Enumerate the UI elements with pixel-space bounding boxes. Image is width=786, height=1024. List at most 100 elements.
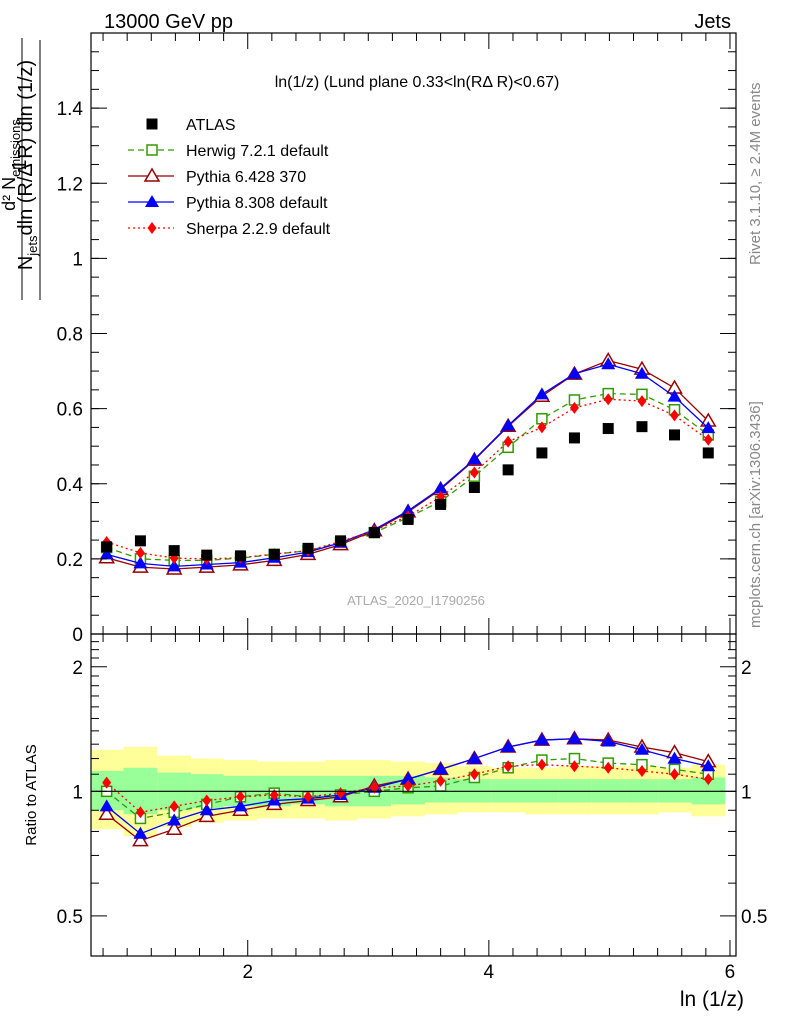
main-point-atlas [101,541,113,553]
main-series-atlas [101,421,714,562]
ratio-y-tick-label-right: 2 [741,658,752,679]
legend: ATLAS Herwig 7.2.1 default Pythia 6.428 37… [128,117,331,238]
main-y-tick-label: 1 [72,249,83,270]
legend-marker-herwig-7-2-1-default [146,144,158,156]
main-series-sherpa-2-2-9-default [102,393,713,565]
ratio-point-sherpa-2-2-9-default [569,760,579,773]
main-point-pythia-8-308-default [401,503,416,516]
ratio-point-pythia-8-308-default [467,751,482,764]
main-point-pythia-8-308-default [534,387,549,400]
main-point-atlas [702,447,714,459]
ratio-y-tick-label-left: 1 [72,782,83,803]
ratio-point-sherpa-2-2-9-default [336,787,346,800]
main-y-tick-label: 0.8 [57,325,83,346]
main-point-pythia-8-308-default [99,547,114,560]
ratio-point-pythia-6-428-370 [132,832,149,847]
main-point-sherpa-2-2-9-default [503,435,513,448]
ratio-point-pythia-6-428-370 [198,807,216,823]
legend-marker-pythia-8-308-default [145,195,159,207]
ratio-point-sherpa-2-2-9-default [303,790,313,803]
main-chart-title: ln(1/z) (Lund plane 0.33<ln(RΔ R)<0.67) [275,74,560,91]
ratio-point-pythia-8-308-default [99,799,114,812]
analysis-id: ATLAS_2020_I1790256 [347,593,485,608]
main-y-tick-label: 0.2 [57,550,83,571]
ratio-point-sherpa-2-2-9-default [537,758,547,771]
main-point-atlas [368,527,380,539]
ratio-frame [90,633,737,957]
x-tick-label: 4 [484,962,495,983]
ratio-point-pythia-8-308-default [133,826,148,839]
main-point-sherpa-2-2-9-default [703,433,713,446]
ratio-y-tick-label-left: 2 [72,658,83,679]
legend-marker-sherpa-2-2-9-default [147,222,157,234]
main-line-pythia-8-308-default [106,363,709,568]
ratio-point-sherpa-2-2-9-default [637,764,647,777]
main-point-pythia-8-308-default [701,421,716,434]
ratio-point-pythia-6-428-370 [98,805,115,821]
ratio-y-tick-label-right: 1 [741,782,752,803]
legend-label-atlas: ATLAS [186,117,236,134]
header-left: 13000 GeV pp [104,11,233,33]
main-point-atlas [602,423,614,435]
ratio-y-axis-title: Ratio to ATLAS [23,744,40,845]
ratio-point-sherpa-2-2-9-default [403,780,413,793]
ratio-series-sherpa-2-2-9-default [102,758,713,819]
x-tick-label: 2 [242,962,253,983]
ratio-point-sherpa-2-2-9-default [436,774,446,787]
main-point-sherpa-2-2-9-default [469,466,479,479]
main-y-tick-label: 1.2 [57,174,83,195]
legend-label-herwig-7-2-1-default: Herwig 7.2.1 default [186,143,329,160]
mcplots-label: mcplots.cern.ch [arXiv:1306.3436] [747,401,764,628]
legend-entry-pythia-8-308-default: Pythia 8.308 default [128,195,328,212]
main-point-pythia-8-308-default [567,366,582,379]
main-point-atlas [302,542,314,554]
ratio-point-pythia-8-308-default [199,803,214,816]
main-y-tick-label: 0 [72,625,83,646]
main-y-axis-numerator: 1 [9,159,31,170]
ratio-point-sherpa-2-2-9-default [703,773,713,786]
main-line-pythia-6-428-370 [106,359,709,570]
ratio-point-sherpa-2-2-9-default [102,776,112,789]
main-point-pythia-8-308-default [467,452,482,465]
legend-entry-atlas: ATLAS [146,117,236,134]
header-right: Jets [694,11,731,33]
main-point-atlas [502,464,514,476]
main-point-pythia-8-308-default [601,357,616,370]
main-point-atlas [568,432,580,444]
main-y-tick-label: 1.4 [57,99,84,120]
main-point-sherpa-2-2-9-default [670,409,680,422]
ratio-point-sherpa-2-2-9-default [269,788,279,801]
ratio-point-sherpa-2-2-9-default [235,790,245,803]
legend-marker-pythia-6-428-370 [143,167,161,182]
legend-entry-pythia-6-428-370: Pythia 6.428 370 [128,167,306,186]
main-point-atlas [234,550,246,562]
ratio-point-sherpa-2-2-9-default [202,794,212,807]
ratio-point-sherpa-2-2-9-default [670,768,680,781]
main-point-pythia-8-308-default [167,559,182,572]
main-point-sherpa-2-2-9-default [637,395,647,408]
main-point-pythia-8-308-default [433,481,448,494]
main-line-herwig-7-2-1-default [106,392,709,562]
ratio-point-pythia-8-308-default [401,772,416,785]
main-point-pythia-8-308-default [501,418,516,431]
main-point-atlas [435,498,447,510]
main-point-sherpa-2-2-9-default [135,546,145,559]
ratio-point-pythia-8-308-default [667,751,682,764]
x-tick-label: 6 [725,962,736,983]
ratio-point-pythia-8-308-default [634,742,649,755]
main-point-pythia-8-308-default [634,366,649,379]
main-point-atlas [636,421,648,433]
main-y-tick-label: 0.4 [57,475,84,496]
ratio-y-tick-label-left: 0.5 [57,907,83,928]
ratio-point-sherpa-2-2-9-default [503,760,513,773]
main-point-sherpa-2-2-9-default [569,401,579,414]
legend-entry-sherpa-2-2-9-default: Sherpa 2.2.9 default [128,221,331,238]
main-point-atlas [134,535,146,547]
ratio-point-sherpa-2-2-9-default [603,761,613,774]
main-y-tick-label: 0.6 [57,400,83,421]
rivet-label: Rivet 3.1.10, ≥ 2.4M events [747,83,764,266]
main-series-herwig-7-2-1-default [100,387,715,567]
ratio-y-tick-label-right: 0.5 [741,907,767,928]
main-point-atlas [468,482,480,494]
